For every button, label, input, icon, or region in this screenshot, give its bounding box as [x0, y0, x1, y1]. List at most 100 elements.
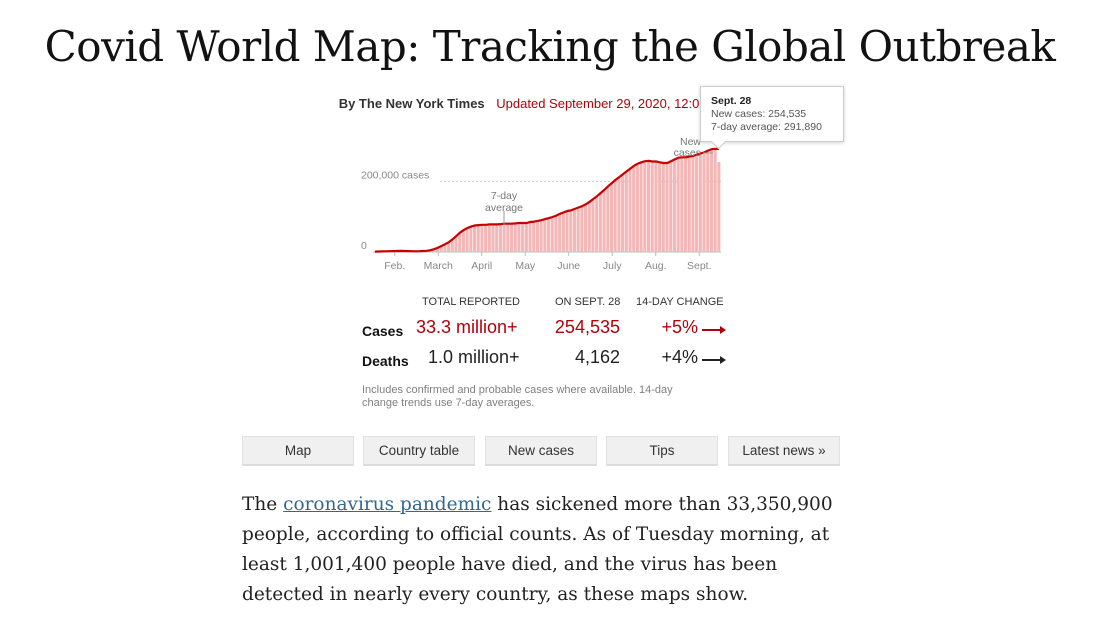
- cases-bar-53: [569, 210, 573, 252]
- page-title: Covid World Map: Tracking the Global Out…: [44, 22, 1056, 71]
- cases-bar-51: [561, 212, 565, 252]
- cases-bar-58: [587, 201, 591, 252]
- cases-bar-57: [584, 204, 588, 252]
- cases-total: 33.3 million+: [416, 317, 518, 337]
- cases-bar-65: [613, 179, 617, 252]
- tooltip-date: Sept. 28: [711, 95, 752, 107]
- byline: By The New York Times Updated September …: [0, 96, 1100, 111]
- avg-annotation-line2: average: [485, 202, 523, 214]
- cases-bar-91: [709, 149, 713, 252]
- cases-bar-60: [595, 196, 599, 252]
- cases-bar-33: [495, 224, 499, 252]
- x-tick-label-7: Sept.: [687, 260, 712, 272]
- cases-bar-54: [572, 208, 577, 252]
- tooltip-seven-day-average: 7-day average: 291,890: [711, 121, 822, 133]
- cases-bar-43: [532, 221, 536, 252]
- article-body: The coronavirus pandemic has sickened mo…: [242, 490, 852, 610]
- body-text-rest: has sickened more than 33,350,900 people…: [242, 494, 833, 605]
- cases-bar-79: [665, 162, 669, 252]
- cases-bar-23: [458, 232, 462, 252]
- x-tick-label-1: March: [424, 260, 453, 272]
- header-fourteen-day-change: 14-DAY CHANGE: [636, 296, 724, 308]
- cases-bar-74: [646, 160, 651, 252]
- deaths-total: 1.0 million+: [428, 347, 520, 367]
- cases-bar-17: [435, 247, 440, 252]
- cases-bar-19: [443, 244, 447, 252]
- cases-bar-70: [632, 165, 636, 252]
- cases-bar-78: [661, 162, 665, 252]
- header-on-date: ON SEPT. 28: [555, 296, 621, 308]
- cases-bar-69: [628, 168, 632, 252]
- cases-bar-72: [639, 162, 643, 252]
- cases-bar-47: [547, 218, 551, 252]
- cases-bar-75: [650, 161, 654, 252]
- cases-bar-40: [521, 223, 525, 252]
- avg-annotation-line1: 7-day: [491, 190, 518, 202]
- cases-bar-50: [558, 213, 562, 252]
- data-note: Includes confirmed and probable cases wh…: [362, 384, 673, 409]
- byline-author: By The New York Times: [338, 96, 485, 111]
- cases-bar-38: [513, 223, 517, 252]
- cases-bar-28: [476, 225, 480, 252]
- cases-bar-37: [509, 223, 514, 252]
- new-cases-button[interactable]: New cases: [485, 436, 597, 466]
- country-table-button[interactable]: Country table: [363, 436, 475, 466]
- cases-bar-26: [469, 226, 473, 252]
- cases-bar-71: [635, 163, 639, 252]
- stats-header: TOTAL REPORTED ON SEPT. 28 14-DAY CHANGE: [360, 294, 730, 314]
- chart-tooltip: Sept. 28 New cases: 254,535 7-day averag…: [700, 86, 844, 142]
- cases-bar-20: [447, 242, 451, 252]
- cases-bar-64: [609, 183, 614, 252]
- stats-row-cases: Cases 33.3 million+ 254,535 +5%: [360, 314, 730, 344]
- cases-bar-18: [439, 245, 443, 252]
- x-tick-label-5: July: [603, 260, 622, 272]
- latest-news-button[interactable]: Latest news »: [728, 436, 840, 466]
- cases-change: +5%: [661, 317, 698, 337]
- cases-bar-81: [672, 159, 676, 252]
- map-button[interactable]: Map: [242, 436, 354, 466]
- coronavirus-pandemic-link[interactable]: coronavirus pandemic: [283, 494, 492, 515]
- cases-label: Cases: [362, 323, 404, 339]
- x-tick-label-3: May: [515, 260, 536, 272]
- cases-bar-80: [669, 161, 673, 252]
- tips-button[interactable]: Tips: [606, 436, 718, 466]
- y-tick-label-0: 0: [361, 240, 367, 252]
- trend-flat-arrow-icon: [702, 356, 726, 364]
- cases-bar-62: [602, 189, 606, 252]
- cases-bar-32: [491, 224, 495, 252]
- stats-table: TOTAL REPORTED ON SEPT. 28 14-DAY CHANGE…: [360, 294, 730, 374]
- cases-bar-52: [565, 211, 569, 252]
- cases-bar-86: [691, 155, 695, 252]
- cases-bar-83: [680, 157, 684, 252]
- cases-bar-87: [695, 154, 699, 252]
- updated-timestamp: Updated September 29, 2020, 12:07 P.M. E…: [496, 96, 762, 111]
- tooltip-new-cases: New cases: 254,535: [711, 108, 807, 120]
- cases-bar-42: [528, 221, 532, 252]
- cases-bar-67: [621, 174, 625, 252]
- cases-bar-21: [450, 239, 454, 252]
- cases-bar-36: [506, 223, 510, 252]
- cases-bar-82: [676, 157, 680, 252]
- deaths-label: Deaths: [362, 353, 409, 369]
- trend-up-arrow-icon: [702, 326, 726, 334]
- cases-bar-27: [472, 225, 477, 252]
- x-tick-label-0: Feb.: [384, 260, 405, 272]
- cases-bar-84: [683, 157, 688, 252]
- cases-bar-55: [576, 207, 580, 252]
- cases-bar-61: [598, 192, 602, 252]
- new-cases-chart[interactable]: 0 200,000 cases Feb. March April May June July…: [355, 128, 735, 278]
- cases-bar-92: [713, 148, 717, 252]
- cases-bar-25: [465, 227, 469, 252]
- cases-bar-22: [454, 236, 458, 252]
- cases-bar-34: [498, 224, 502, 252]
- cases-bar-44: [535, 220, 539, 252]
- cases-bar-45: [539, 220, 543, 252]
- cases-bar-76: [654, 161, 658, 252]
- cases-bar-16: [432, 249, 436, 252]
- cases-bar-63: [606, 186, 610, 252]
- cases-on-date: 254,535: [554, 317, 620, 337]
- y-tick-label-1: 200,000 cases: [361, 169, 429, 181]
- cases-bar-48: [550, 217, 554, 252]
- cases-bar-41: [524, 223, 528, 252]
- cases-bar-30: [484, 224, 488, 252]
